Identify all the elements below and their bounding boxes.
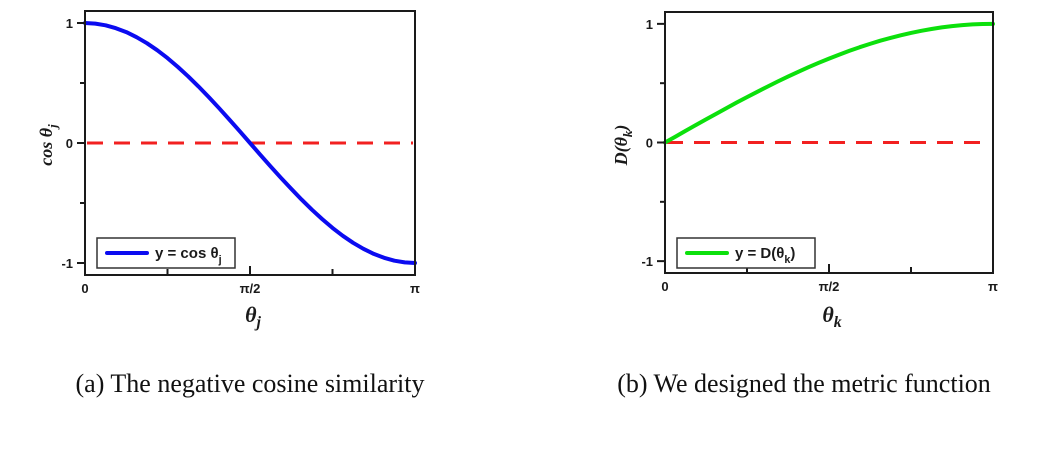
designed-metric-function-curve: [663, 21, 995, 145]
x-tick-label: π: [988, 279, 998, 294]
y-tick-label: 0: [66, 136, 73, 151]
y-axis-label: cos θj: [36, 124, 60, 166]
negative-cosine-similarity-curve: [83, 21, 417, 265]
y-tick-label: 1: [66, 16, 73, 31]
y-tick-label: 1: [646, 17, 653, 32]
x-axis-label: θk: [822, 302, 841, 331]
y-tick-label: -1: [641, 254, 653, 269]
x-tick-label: 0: [661, 279, 668, 294]
x-tick-label: 0: [81, 281, 88, 296]
x-tick-label: π/2: [240, 281, 261, 296]
y-tick-label: 0: [646, 136, 653, 151]
plot-panel-a: 0 π/2 π 1 0 -1 y = cos θj cos θj θj: [36, 10, 420, 331]
plot-panel-b: 0 π/2 π 1 0 -1 y = D(θk) D(θk) θk: [611, 11, 998, 331]
x-axis-label: θj: [245, 302, 261, 331]
caption-b: (b) We designed the metric function: [617, 369, 991, 398]
legend-label: y = cos θj: [155, 245, 222, 266]
y-tick-label: -1: [61, 256, 73, 271]
x-tick-label: π/2: [819, 279, 840, 294]
caption-a: (a) The negative cosine similarity: [75, 369, 425, 398]
legend-label: y = D(θk): [735, 245, 795, 266]
y-axis-label: D(θk): [611, 125, 635, 167]
x-tick-label: π: [410, 281, 420, 296]
